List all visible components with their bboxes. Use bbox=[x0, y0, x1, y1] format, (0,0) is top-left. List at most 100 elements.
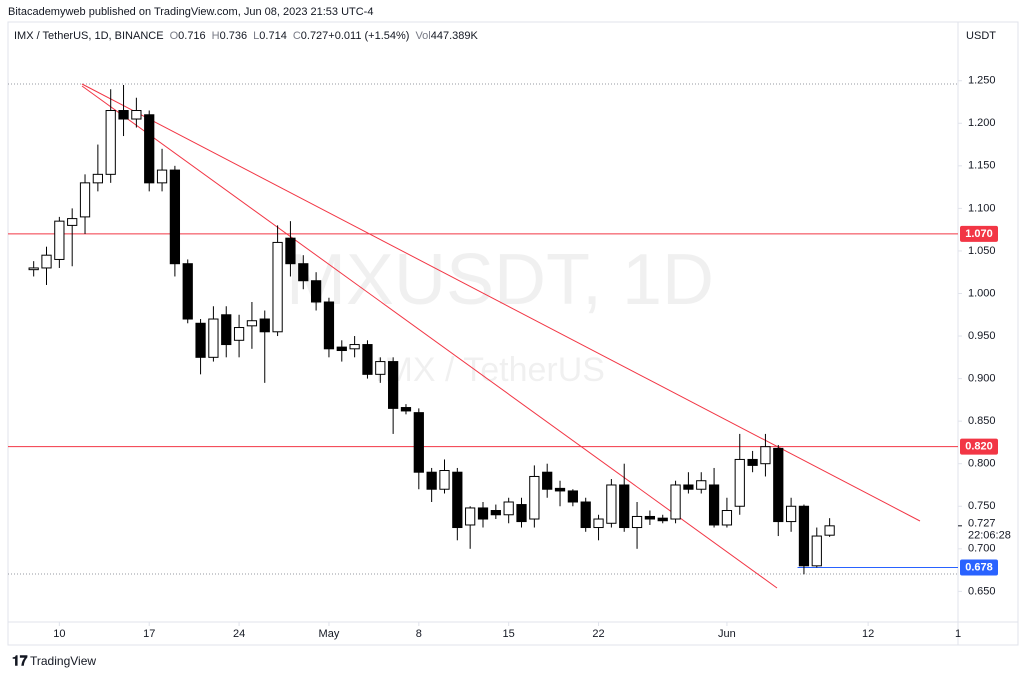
last-price: 0.727 bbox=[968, 518, 996, 530]
candle-body bbox=[426, 471, 437, 490]
y-tick-label: 1.250 bbox=[968, 75, 996, 87]
candle-body bbox=[195, 322, 206, 358]
candle-body bbox=[580, 501, 591, 529]
x-tick-label: 1 bbox=[955, 628, 961, 640]
y-tick-label: 0.850 bbox=[968, 415, 996, 427]
candle-body bbox=[554, 487, 566, 492]
x-tick-label: 8 bbox=[416, 628, 422, 640]
x-tick-label: 17 bbox=[143, 628, 155, 640]
candle-body bbox=[657, 517, 668, 522]
candle-body bbox=[490, 510, 501, 516]
candle-body bbox=[349, 344, 360, 350]
candle-body bbox=[336, 346, 347, 352]
legend-value: 0.714 bbox=[259, 30, 287, 42]
candle-body bbox=[529, 475, 540, 520]
candle-body bbox=[452, 471, 463, 529]
candle-body bbox=[683, 484, 694, 490]
candle-body bbox=[503, 501, 514, 516]
candle-body bbox=[118, 110, 129, 120]
legend-key: L bbox=[253, 30, 259, 42]
candle-body bbox=[811, 535, 822, 567]
plot: 0.650 0.700 0.750 0.800 0.850 0.900 0.950 1.000… bbox=[8, 75, 1011, 640]
legend-value: +0.011 (+1.54%) bbox=[328, 30, 409, 42]
y-tick-label: 1.200 bbox=[968, 117, 996, 129]
legend-key: H bbox=[212, 30, 220, 42]
price-label-box bbox=[960, 438, 998, 455]
y-tick-label: 0.750 bbox=[968, 500, 996, 512]
candle-body bbox=[259, 318, 270, 333]
candle-body bbox=[105, 110, 116, 175]
candle-body bbox=[593, 518, 604, 529]
candle-body bbox=[67, 218, 78, 226]
legend-key: O bbox=[170, 30, 179, 42]
candle-body bbox=[542, 471, 553, 490]
watermark: IMXUSDT, 1D bbox=[266, 240, 714, 320]
candle-body bbox=[362, 344, 373, 375]
candle-body bbox=[760, 446, 771, 465]
candle-body bbox=[323, 301, 335, 350]
price-label: 1.070 bbox=[965, 228, 993, 240]
candle-body bbox=[439, 470, 450, 490]
candle-body bbox=[465, 507, 476, 526]
candle-body bbox=[798, 505, 810, 567]
watermark-sub: IMX / TetherUS bbox=[375, 351, 605, 389]
candle-body bbox=[221, 314, 232, 346]
y-tick-label: 0.650 bbox=[968, 585, 996, 597]
price-label-box bbox=[960, 225, 998, 242]
y-tick-label: 0.700 bbox=[968, 543, 996, 555]
candle-body bbox=[131, 110, 142, 120]
candle-body bbox=[388, 361, 399, 409]
candle-body bbox=[734, 458, 745, 507]
candle-body bbox=[375, 361, 386, 375]
x-tick-label: Jun bbox=[718, 628, 736, 640]
candle-body bbox=[233, 327, 245, 341]
candle-body bbox=[785, 505, 797, 523]
countdown: 22:06:28 bbox=[968, 530, 1011, 542]
candle-body bbox=[144, 114, 155, 184]
legend-value: 0.736 bbox=[220, 30, 248, 42]
candle-body bbox=[54, 220, 65, 260]
candle-body bbox=[272, 241, 283, 333]
candle-body bbox=[169, 169, 181, 265]
candle-body bbox=[824, 525, 835, 536]
trendline bbox=[81, 85, 778, 589]
y-tick-label: 1.050 bbox=[968, 245, 996, 257]
candle-body bbox=[721, 510, 733, 526]
candle-body bbox=[670, 484, 681, 520]
candle-body bbox=[246, 320, 258, 327]
candle-body bbox=[182, 263, 193, 320]
candle-body bbox=[631, 515, 643, 529]
y-tick-label: 1.150 bbox=[968, 160, 996, 172]
x-tick-label: 15 bbox=[503, 628, 515, 640]
price-label-box bbox=[960, 559, 998, 576]
candle-body bbox=[747, 458, 758, 466]
candle-body bbox=[619, 484, 630, 529]
candle-body bbox=[310, 280, 322, 303]
x-tick-label: 10 bbox=[53, 628, 65, 640]
y-tick-label: 1.000 bbox=[968, 287, 996, 299]
legend-key: C bbox=[293, 30, 301, 42]
candle-body bbox=[298, 263, 309, 282]
candle-body bbox=[28, 267, 39, 271]
price-label: 0.820 bbox=[965, 441, 993, 453]
legend-value: 0.727 bbox=[301, 30, 329, 42]
y-tick-label: 0.900 bbox=[968, 373, 996, 385]
symbol-legend: IMX / TetherUS, 1D, BINANCE O0.716 H0.736 L… bbox=[14, 30, 478, 42]
x-tick-label: 24 bbox=[233, 628, 245, 640]
legend-title: IMX / TetherUS, 1D, BINANCE bbox=[14, 30, 164, 42]
legend-key: Vol bbox=[415, 30, 430, 42]
legend-value: 447.389K bbox=[431, 30, 479, 42]
price-label: 0.678 bbox=[965, 561, 993, 573]
candle-body bbox=[400, 407, 412, 412]
y-tick-label: 1.100 bbox=[968, 202, 996, 214]
candle-body bbox=[696, 480, 707, 490]
y-tick-label: 0.800 bbox=[968, 458, 996, 470]
x-tick-label: 22 bbox=[592, 628, 604, 640]
x-tick-label: 12 bbox=[862, 628, 874, 640]
publisher: Bitacademyweb published on TradingView.c… bbox=[8, 6, 373, 18]
x-tick-label: May bbox=[319, 628, 340, 640]
logo-mark: 𝟏𝟕 bbox=[12, 653, 28, 669]
candle-body bbox=[41, 254, 52, 269]
